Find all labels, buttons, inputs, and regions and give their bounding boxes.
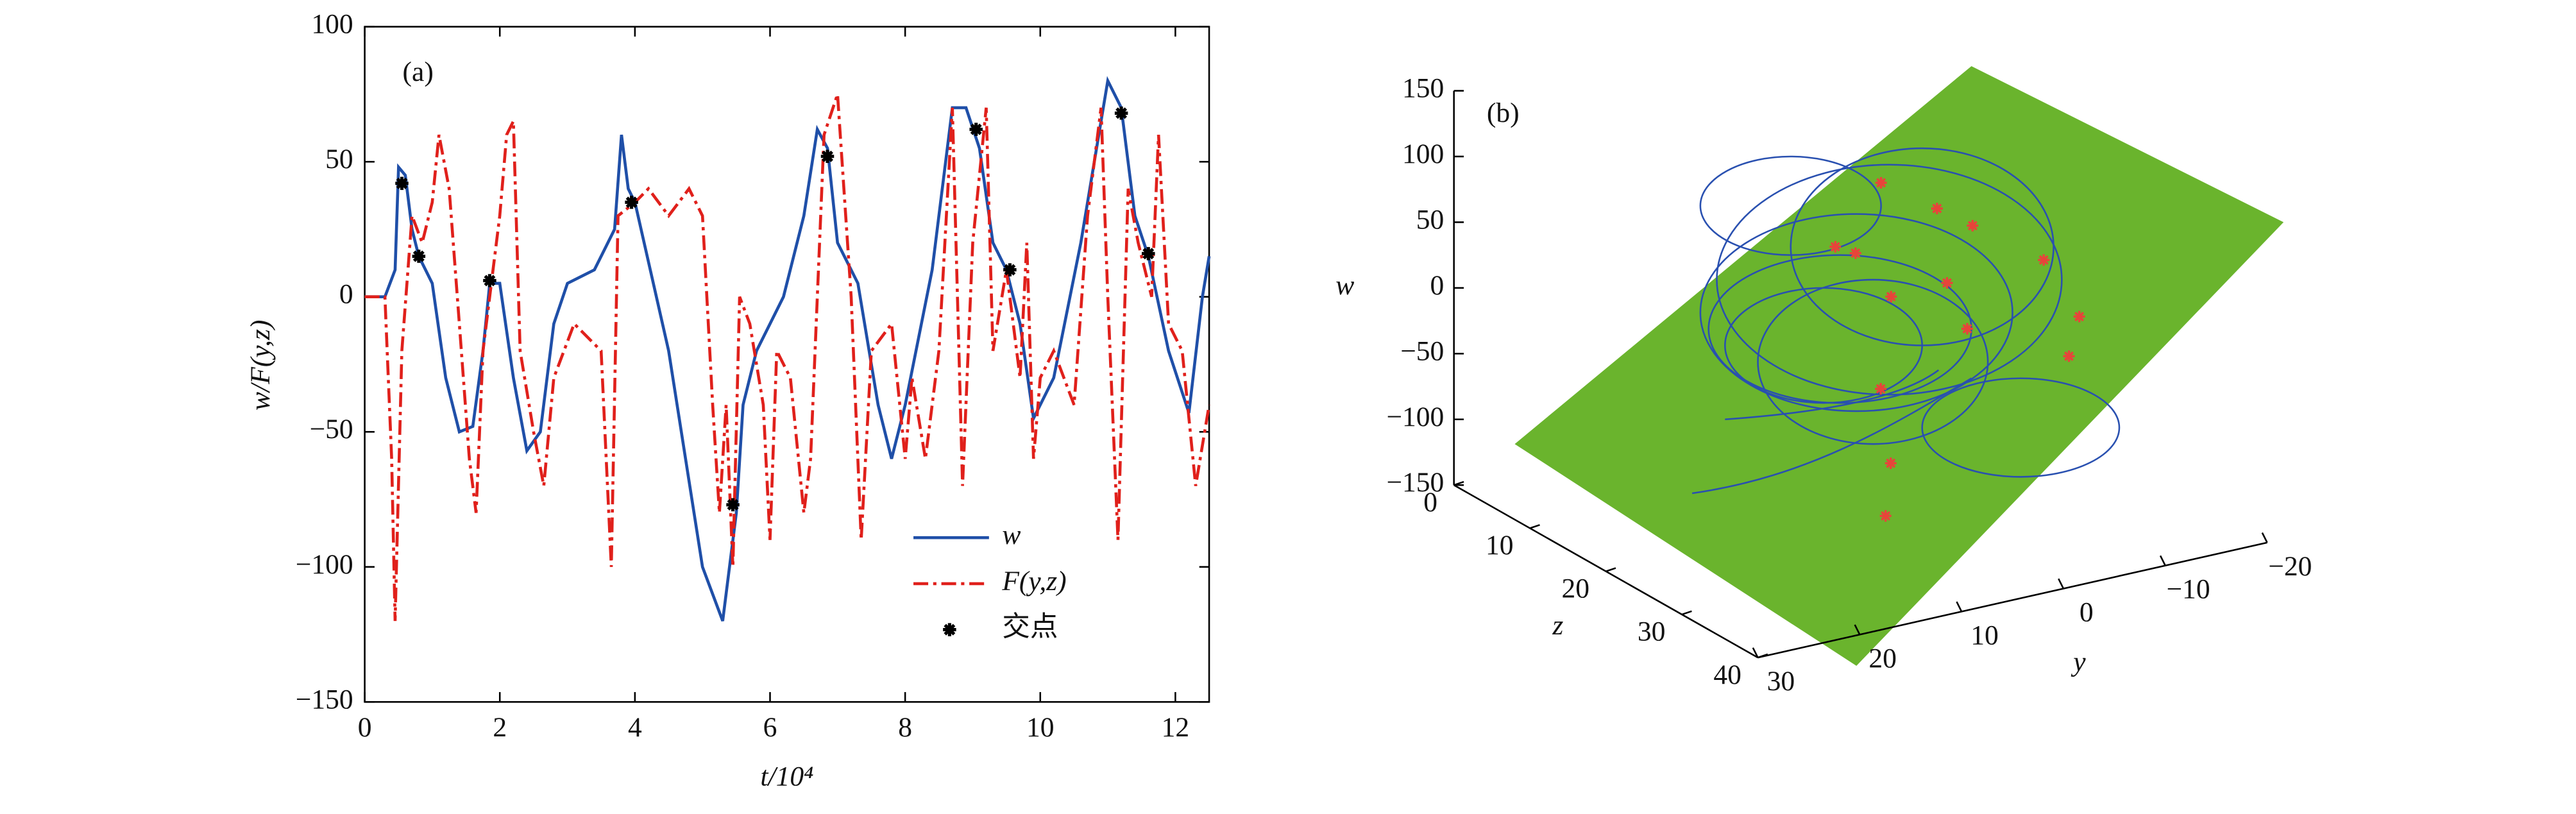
loop <box>1699 213 2013 412</box>
x-tick-label: 8 <box>898 712 912 743</box>
z-tick-label: 10 <box>1486 530 1514 561</box>
y-tick <box>1752 647 1759 658</box>
intersection-point <box>969 123 983 136</box>
z-tick-label: 20 <box>1561 573 1589 604</box>
intersection-point <box>2063 350 2075 362</box>
z-tick-label: 40 <box>1713 659 1741 690</box>
intersection-point <box>1967 219 1979 232</box>
series-line <box>364 76 1211 622</box>
plane <box>1514 66 2284 666</box>
intersection-point <box>1875 176 1887 189</box>
y-tick-label: 20 <box>1868 643 1897 674</box>
legend-label: w <box>1002 520 1021 550</box>
y-tick-label: −150 <box>296 684 353 715</box>
loop <box>1716 164 2063 396</box>
legend-label: 交点 <box>1002 612 1058 643</box>
intersection-point <box>1003 263 1017 276</box>
w-tick-label: −100 <box>1386 402 1444 432</box>
y-tick-label: 10 <box>1970 620 1999 650</box>
intersection-point <box>1875 383 1887 395</box>
y-axis-label: y <box>2071 646 2086 677</box>
y-tick-label: −100 <box>296 549 353 580</box>
y-tick-label: −20 <box>2268 551 2312 582</box>
z-tick <box>1453 480 1464 486</box>
intersection-point <box>1885 291 1897 303</box>
intersection-point <box>2038 254 2050 266</box>
intersection-point <box>726 498 740 512</box>
y-tick-label: −10 <box>2167 574 2210 605</box>
y-tick-label: 30 <box>1767 666 1795 697</box>
y-axis <box>1758 541 2267 659</box>
annotation: (b) <box>1487 98 1520 128</box>
y-tick <box>1854 624 1861 635</box>
series-line <box>364 94 1211 622</box>
w-tick-label: 0 <box>1430 270 1445 301</box>
z-tick <box>1606 567 1616 572</box>
y-tick-label: 100 <box>311 9 353 40</box>
intersection-point <box>2073 310 2085 323</box>
loop <box>1790 147 2055 346</box>
loop <box>1699 155 1882 256</box>
z-axis-label: z <box>1552 610 1563 641</box>
y-tick-label: 50 <box>325 144 353 174</box>
y-tick-label: 0 <box>2080 597 2094 628</box>
loop <box>1757 278 1989 445</box>
z-tick-label: 0 <box>1423 487 1437 518</box>
z-tick <box>1681 610 1692 616</box>
loop <box>1921 377 2121 478</box>
intersection-point <box>1879 510 1892 522</box>
intersection-point <box>395 176 409 191</box>
annotation: (a) <box>403 56 434 87</box>
intersection-point <box>1142 247 1155 260</box>
x-axis-label: t/10⁴ <box>760 761 813 792</box>
w-tick-label: 150 <box>1402 73 1444 104</box>
legend-label: F(y,z) <box>1001 566 1066 597</box>
w-tick-label: 50 <box>1416 204 1445 235</box>
plot-frame <box>364 26 1210 703</box>
x-tick-label: 0 <box>358 712 372 743</box>
intersection-point <box>1941 277 1953 289</box>
w-tick-label: −150 <box>1386 467 1444 498</box>
y-tick-label: 0 <box>339 279 353 310</box>
intersection-point <box>820 149 835 163</box>
w-axis-label: w <box>1335 270 1354 301</box>
y-tick <box>1956 601 1963 613</box>
x-tick-label: 2 <box>493 712 507 743</box>
legend-marker <box>943 623 956 636</box>
intersection-point <box>483 274 496 287</box>
intersection-point <box>1849 247 1861 259</box>
curve <box>1691 369 1972 495</box>
y-tick-label: −50 <box>310 414 353 445</box>
intersection-point <box>1961 323 1973 335</box>
intersection-point <box>1114 106 1128 120</box>
y-axis-label: w/F(y,z) <box>245 320 276 411</box>
intersection-point <box>1885 457 1897 470</box>
trajectory <box>1691 147 2121 495</box>
y-tick <box>2159 555 2166 566</box>
w-tick-label: 100 <box>1402 139 1444 169</box>
intersection-point <box>1829 241 1842 253</box>
z-tick <box>1529 524 1540 529</box>
x-tick-label: 4 <box>628 712 642 743</box>
intersection-point <box>625 196 638 209</box>
y-tick <box>2261 532 2268 543</box>
x-tick-label: 6 <box>763 712 777 743</box>
y-tick <box>2058 578 2065 589</box>
x-tick-label: 10 <box>1026 712 1055 743</box>
z-tick-label: 30 <box>1638 616 1666 647</box>
intersection-point <box>412 250 426 263</box>
x-tick-label: 12 <box>1162 712 1190 743</box>
w-tick-label: −50 <box>1400 335 1444 366</box>
panel-a: (a) t/10⁴ w/F(y,z) 0 2 4 6 8 10 12 −150 −100 −50 0… <box>245 9 1211 792</box>
panel-b: (b) w z y −150−100−50050100150010203040−… <box>1335 66 2312 697</box>
intersection-point <box>1931 203 1943 215</box>
